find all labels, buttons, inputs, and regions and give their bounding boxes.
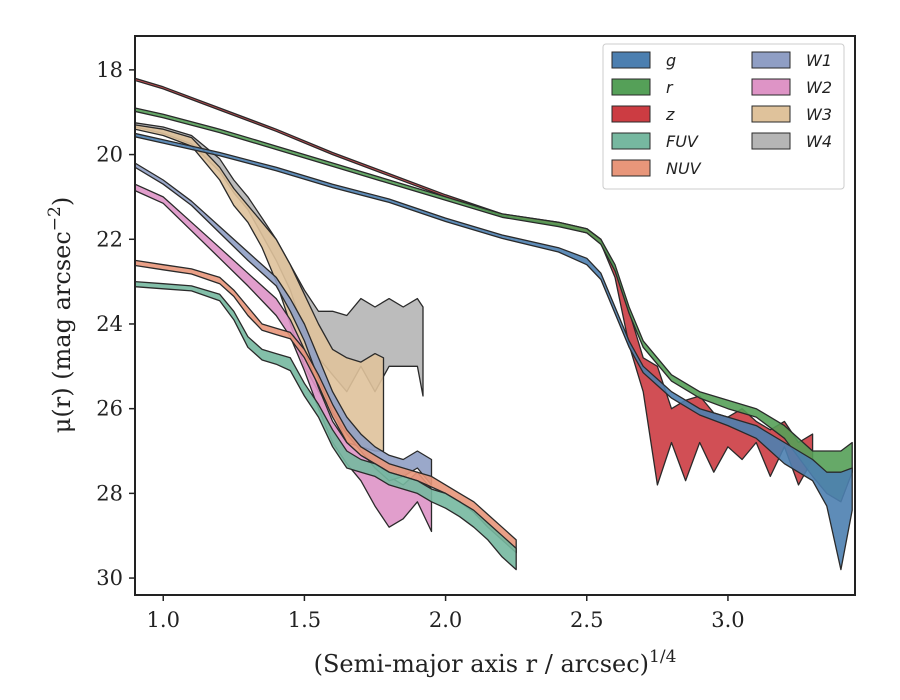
x-tick-label: 1.5 (288, 608, 321, 632)
legend-item-z: z (611, 105, 675, 124)
legend-item-w4: W4 (751, 132, 832, 151)
series-fuv (135, 280, 517, 571)
legend: grz FUV NUV W1 W2 W3 W4 (602, 43, 845, 190)
y-tick-label: 18 (96, 58, 123, 82)
legend-swatch (611, 105, 651, 123)
legend-label: NUV (666, 159, 702, 178)
y-tick-label: 22 (96, 227, 123, 251)
legend-swatch (751, 105, 791, 123)
legend-item-fuv: FUV (611, 132, 699, 151)
y-tick-label: 24 (96, 312, 123, 336)
band-w2 (135, 183, 433, 533)
series-bands (135, 77, 853, 571)
legend-label: W4 (806, 132, 832, 151)
x-tick-label: 2.5 (570, 608, 603, 632)
legend-item-r: r (611, 78, 674, 97)
legend-label: FUV (666, 132, 699, 151)
y-tick-label: 26 (96, 397, 123, 421)
y-axis-ticks: 18 20 22 24 26 28 30 (96, 58, 135, 590)
legend-swatch (751, 132, 791, 150)
y-tick-label: 20 (96, 143, 123, 167)
x-axis-ticks: 1.0 1.5 2.0 2.5 3.0 (147, 595, 745, 632)
band-g (135, 132, 853, 571)
y-tick-label: 30 (96, 566, 123, 590)
legend-label: g (666, 51, 676, 70)
y-tick-label: 28 (96, 481, 123, 505)
legend-item-w3: W3 (751, 105, 832, 124)
legend-swatch (611, 159, 651, 177)
legend-swatch (751, 78, 791, 96)
legend-label: W3 (806, 105, 832, 124)
series-w2 (135, 183, 433, 533)
plot-frame (134, 35, 856, 596)
y-axis-label: μ(r) (mag arcsec−2) (45, 197, 76, 433)
x-axis-label: (Semi-major axis r / arcsec)1/4 (314, 647, 677, 678)
x-tick-label: 1.0 (147, 608, 180, 632)
series-g (135, 132, 853, 571)
legend-label: z (665, 105, 675, 124)
legend-label: W2 (806, 78, 832, 97)
legend-label: r (666, 78, 674, 97)
legend-swatch (611, 132, 651, 150)
legend-item-nuv: NUV (611, 159, 702, 178)
x-tick-label: 3.0 (711, 608, 744, 632)
x-tick-label: 2.0 (429, 608, 462, 632)
legend-item-w1: W1 (751, 51, 832, 70)
legend-swatch (611, 78, 651, 96)
legend-swatch (751, 51, 791, 69)
legend-label: W1 (806, 51, 832, 70)
legend-swatch (611, 51, 651, 69)
legend-item-w2: W2 (751, 78, 832, 97)
legend-item-g: g (611, 51, 676, 70)
band-fuv (135, 280, 517, 571)
